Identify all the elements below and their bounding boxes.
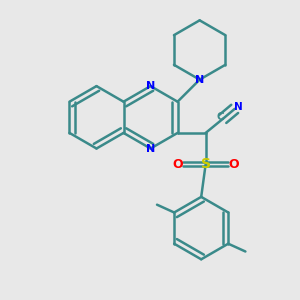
- Text: N: N: [195, 75, 204, 85]
- Text: C: C: [217, 112, 225, 122]
- Text: S: S: [201, 157, 211, 171]
- Text: N: N: [234, 102, 243, 112]
- Text: N: N: [146, 81, 155, 91]
- Text: N: N: [146, 143, 155, 154]
- Text: O: O: [228, 158, 239, 171]
- Text: O: O: [172, 158, 183, 171]
